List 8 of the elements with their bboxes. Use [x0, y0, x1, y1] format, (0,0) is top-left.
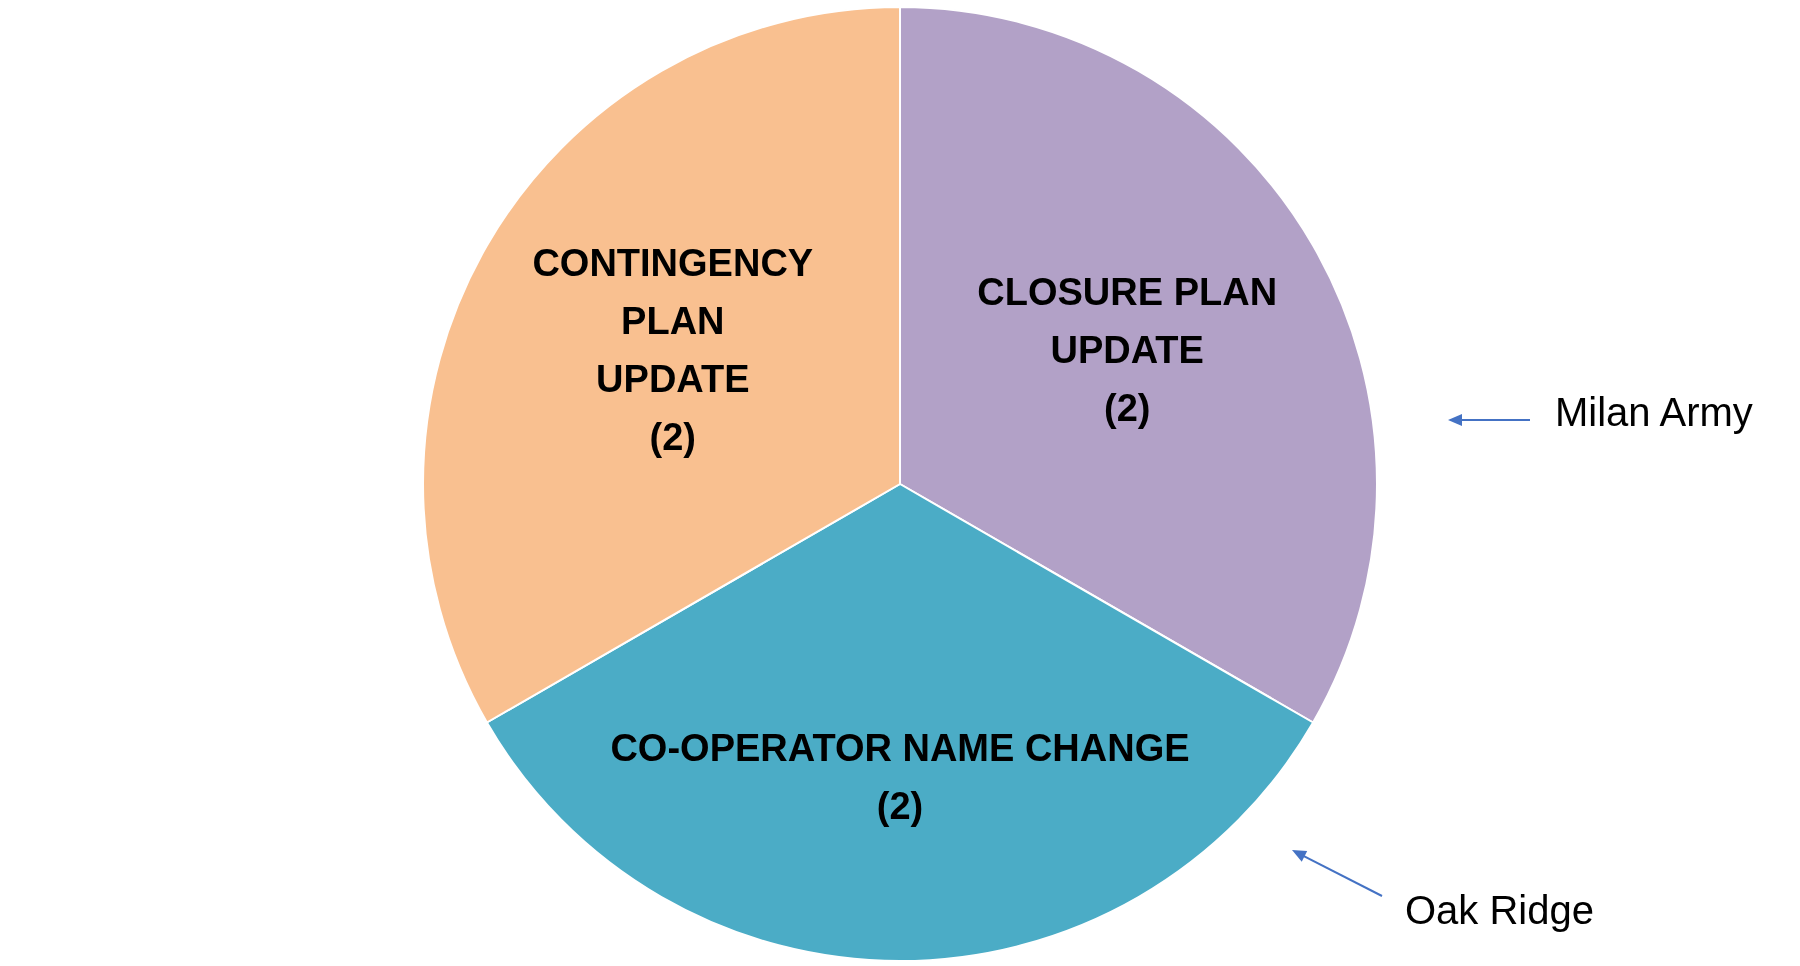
text: Oak Ridge: [1405, 888, 1594, 933]
data-label: (2): [649, 416, 697, 459]
slice-label: CLOSURE PLAN UPDATE: [977, 271, 1278, 372]
text: Milan Army: [1555, 390, 1753, 435]
data-label: (2): [1103, 387, 1151, 430]
data-label: (2): [876, 785, 924, 828]
slice-label: CONTINGENCY PLAN UPDATE: [532, 242, 814, 401]
slice-label: CO-OPERATOR NAME CHANGE: [610, 727, 1190, 770]
